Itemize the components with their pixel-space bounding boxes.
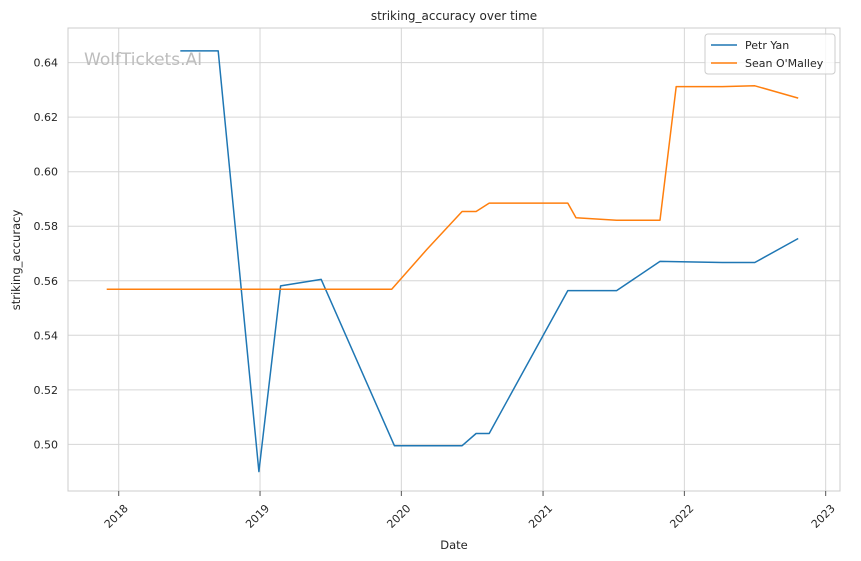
y-tick-label: 0.56 — [34, 275, 59, 288]
y-tick-label: 0.60 — [34, 166, 59, 179]
y-tick-label: 0.54 — [34, 329, 59, 342]
y-axis-title: striking_accuracy — [9, 210, 23, 311]
chart-title: striking_accuracy over time — [371, 9, 537, 23]
legend-label-petr-yan: Petr Yan — [745, 39, 789, 52]
axis-ticks: 2018 2019 2020 2021 2022 20230.500.520.540.56… — [34, 57, 838, 531]
y-tick-label: 0.50 — [34, 438, 59, 451]
series-line-sean-o-malley — [106, 85, 799, 290]
y-tick-label: 0.64 — [34, 57, 59, 70]
series-lines — [106, 50, 799, 473]
watermark: WolfTickets.AI — [84, 50, 202, 70]
series-line-petr-yan — [180, 50, 799, 473]
y-tick-label: 0.62 — [34, 111, 59, 124]
y-tick-label: 0.52 — [34, 384, 59, 397]
y-tick-label: 0.58 — [34, 220, 59, 233]
x-axis-title: Date — [440, 538, 468, 552]
legend: Petr Yan Sean O'Malley — [704, 33, 836, 75]
legend-label-sean-omalley: Sean O'Malley — [745, 57, 824, 70]
plot-area-border — [67, 27, 841, 492]
legend-box — [704, 33, 836, 75]
gridlines — [68, 28, 840, 491]
